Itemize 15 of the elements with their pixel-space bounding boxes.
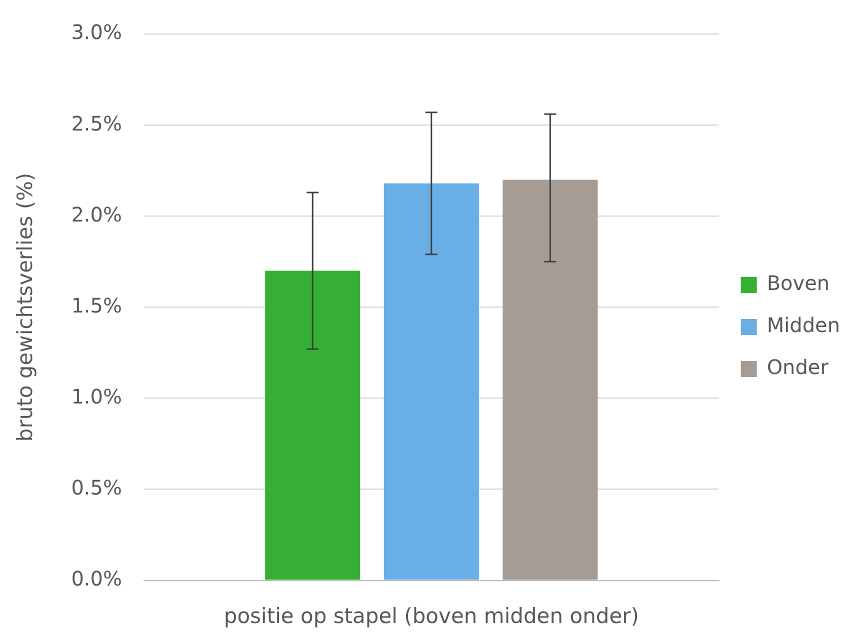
bar bbox=[265, 270, 360, 580]
legend-label: Midden bbox=[766, 313, 840, 338]
x-axis-title: positie op stapel (boven midden onder) bbox=[224, 604, 639, 628]
legend-label: Boven bbox=[766, 271, 830, 296]
bar bbox=[502, 180, 598, 580]
bar bbox=[384, 183, 479, 580]
y-tick-label: 0.0% bbox=[71, 566, 122, 591]
legend-label: Onder bbox=[766, 355, 830, 380]
y-axis-title: bruto gewichtsverlies (%) bbox=[13, 172, 38, 442]
y-tick-label: 0.5% bbox=[71, 476, 122, 500]
y-tick-label: 1.5% bbox=[71, 293, 122, 318]
y-tick-label: 3.0% bbox=[71, 20, 122, 44]
y-tick-label: 2.0% bbox=[71, 202, 122, 226]
y-tick-label: 1.0% bbox=[71, 384, 122, 408]
y-tick-label: 2.5% bbox=[71, 111, 122, 136]
